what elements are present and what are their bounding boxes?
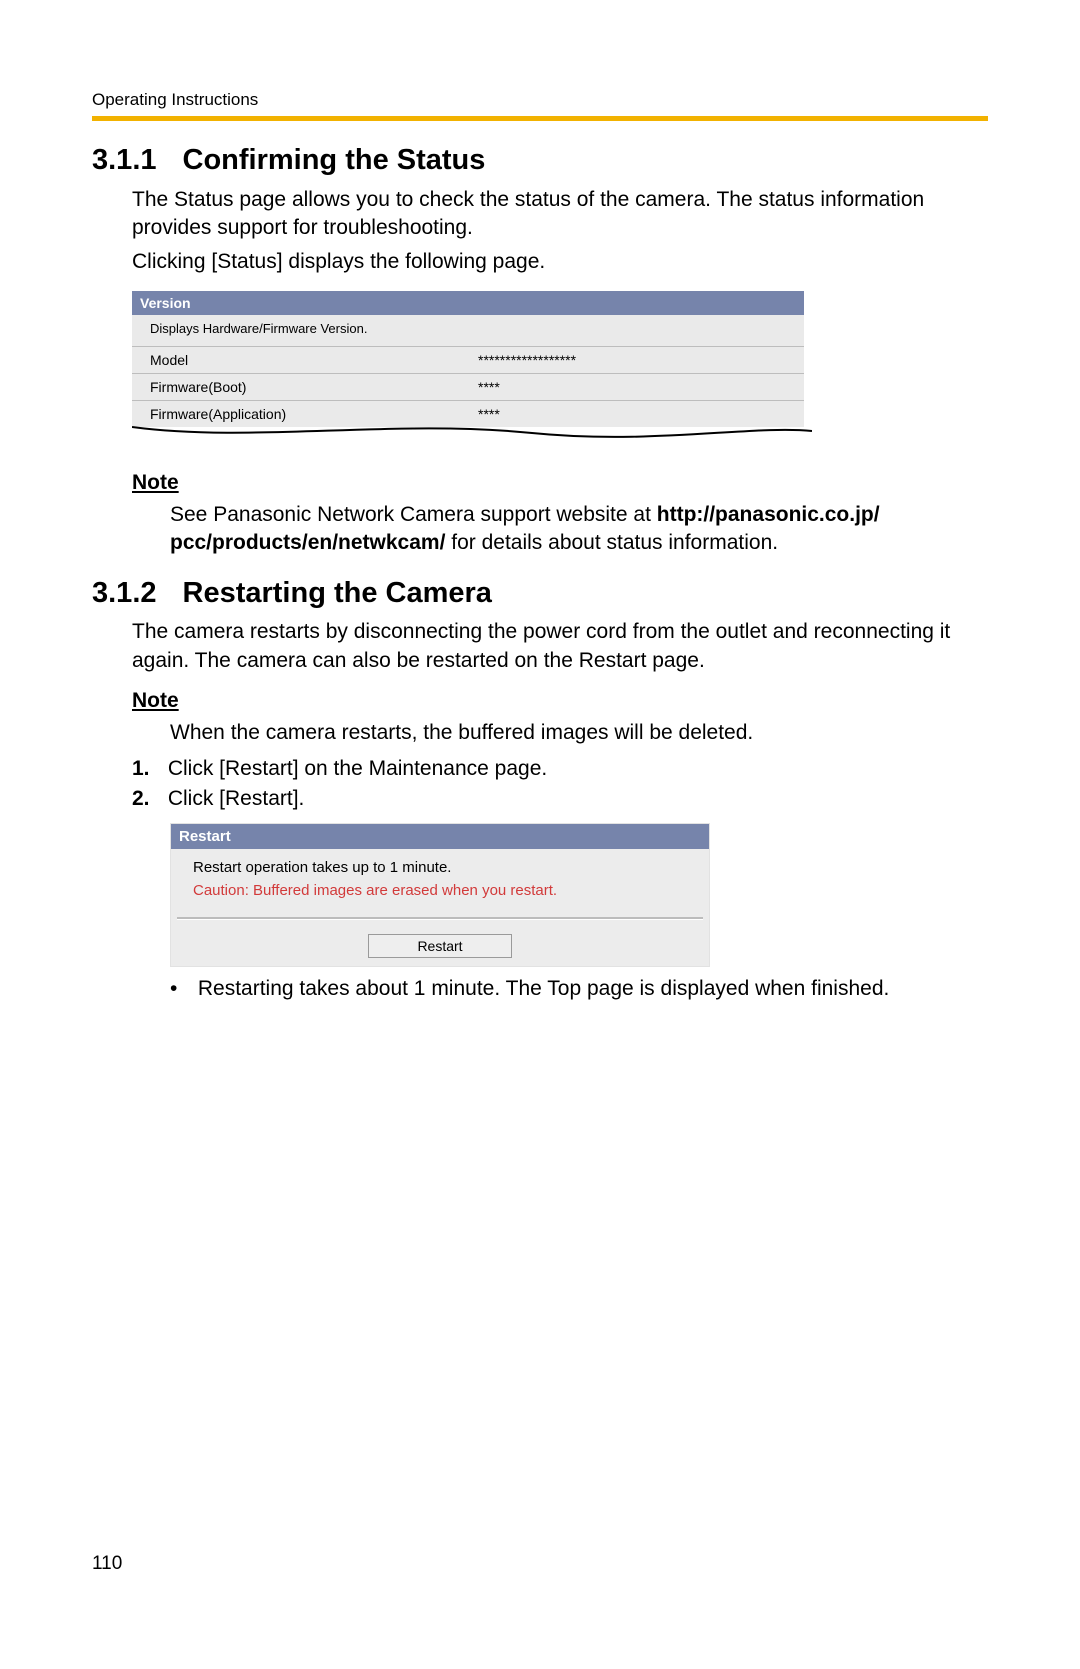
- status-version-screenshot: Version Displays Hardware/Firmware Versi…: [132, 291, 812, 441]
- step-text: Click [Restart].: [168, 787, 305, 810]
- note-heading: Note: [132, 471, 988, 495]
- version-table: Version Displays Hardware/Firmware Versi…: [132, 291, 804, 427]
- page-number: 110: [92, 1553, 122, 1575]
- table-row: Firmware(Application) ****: [132, 400, 804, 427]
- dialog-caution: Caution: Buffered images are erased when…: [171, 878, 709, 917]
- paragraph: The Status page allows you to check the …: [132, 186, 988, 243]
- table-row: Model ******************: [132, 346, 804, 373]
- table-cell-value: ****: [460, 400, 804, 427]
- paragraph: The camera restarts by disconnecting the…: [132, 618, 988, 675]
- step-number: 2.: [132, 787, 162, 811]
- version-table-subtitle: Displays Hardware/Firmware Version.: [132, 315, 804, 347]
- note-text: See Panasonic Network Camera support web…: [170, 503, 657, 526]
- table-cell-value: ******************: [460, 346, 804, 373]
- heading-title: Restarting the Camera: [183, 577, 492, 609]
- dialog-button-row: Restart: [171, 920, 709, 966]
- heading-3-1-1: 3.1.1 Confirming the Status: [92, 143, 988, 178]
- header-rule: [92, 116, 988, 121]
- note-text: When the camera restarts, the buffered i…: [170, 721, 753, 744]
- heading-title: Confirming the Status: [183, 144, 486, 176]
- table-cell-label: Firmware(Application): [132, 400, 460, 427]
- heading-number: 3.1.2: [92, 576, 157, 611]
- dialog-titlebar: Restart: [171, 824, 709, 849]
- bullet-item: • Restarting takes about 1 minute. The T…: [170, 977, 988, 1001]
- step-number: 1.: [132, 757, 162, 781]
- restart-dialog-screenshot: Restart Restart operation takes up to 1 …: [170, 823, 710, 967]
- version-table-header: Version: [132, 291, 804, 315]
- ordered-steps: 1. Click [Restart] on the Maintenance pa…: [132, 757, 988, 811]
- manual-page: Operating Instructions 3.1.1 Confirming t…: [0, 0, 1080, 1669]
- support-url-line1: http://panasonic.co.jp/: [657, 503, 880, 526]
- table-cell-label: Firmware(Boot): [132, 373, 460, 400]
- step-text: Click [Restart] on the Maintenance page.: [168, 757, 547, 780]
- bullet-dot-icon: •: [170, 977, 192, 1001]
- table-cell-value: ****: [460, 373, 804, 400]
- paragraph: Clicking [Status] displays the following…: [132, 248, 988, 276]
- heading-number: 3.1.1: [92, 143, 157, 178]
- section-body: The camera restarts by disconnecting the…: [132, 618, 988, 675]
- note-heading: Note: [132, 689, 988, 713]
- torn-edge: [132, 427, 812, 441]
- list-item: 2. Click [Restart].: [132, 787, 988, 811]
- bullet-text: Restarting takes about 1 minute. The Top…: [198, 977, 890, 1000]
- list-item: 1. Click [Restart] on the Maintenance pa…: [132, 757, 988, 781]
- doc-title: Operating Instructions: [92, 90, 988, 110]
- table-row: Firmware(Boot) ****: [132, 373, 804, 400]
- support-url-line2: pcc/products/en/netwkcam/: [170, 531, 445, 554]
- heading-3-1-2: 3.1.2 Restarting the Camera: [92, 576, 988, 611]
- dialog-message: Restart operation takes up to 1 minute.: [171, 849, 709, 878]
- note-body: See Panasonic Network Camera support web…: [170, 501, 988, 558]
- note-body: When the camera restarts, the buffered i…: [170, 719, 988, 747]
- section-body: The Status page allows you to check the …: [132, 186, 988, 277]
- note-text: for details about status information.: [445, 531, 778, 554]
- restart-button[interactable]: Restart: [368, 934, 512, 958]
- table-cell-label: Model: [132, 346, 460, 373]
